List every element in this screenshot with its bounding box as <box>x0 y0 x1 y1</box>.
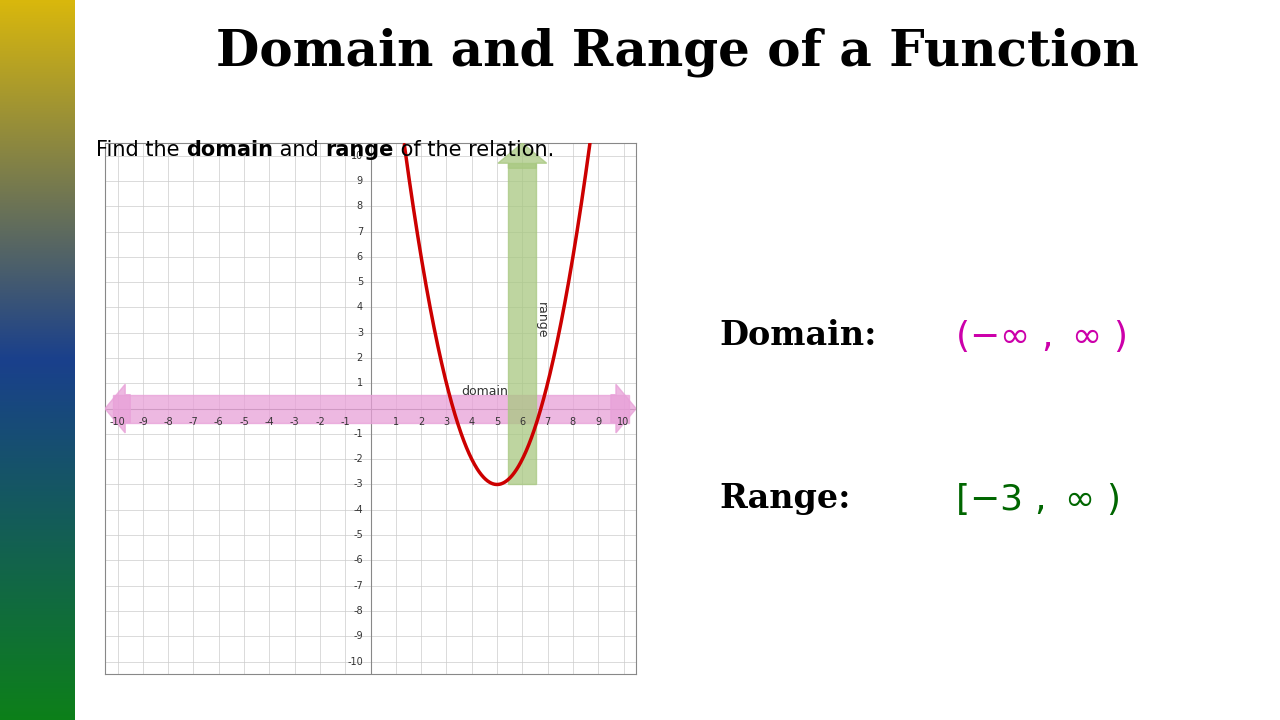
Text: -4: -4 <box>265 418 274 428</box>
Text: -9: -9 <box>353 631 364 642</box>
Text: 5: 5 <box>357 277 364 287</box>
Text: 9: 9 <box>595 418 602 428</box>
Text: range: range <box>325 140 394 161</box>
Text: -8: -8 <box>164 418 173 428</box>
Text: -5: -5 <box>239 418 248 428</box>
Bar <box>113 395 628 423</box>
Text: -8: -8 <box>353 606 364 616</box>
Text: 6: 6 <box>520 418 525 428</box>
Text: 7: 7 <box>544 418 550 428</box>
Text: 8: 8 <box>357 201 364 211</box>
Text: -6: -6 <box>214 418 224 428</box>
Text: -2: -2 <box>315 418 325 428</box>
Text: 1: 1 <box>357 378 364 388</box>
Text: -7: -7 <box>353 580 364 590</box>
Text: -9: -9 <box>138 418 147 428</box>
FancyArrow shape <box>611 384 636 433</box>
Text: -10: -10 <box>347 657 364 667</box>
Text: 2: 2 <box>357 353 364 363</box>
Text: Domain and Range of a Function: Domain and Range of a Function <box>216 27 1138 77</box>
Text: 2: 2 <box>419 418 424 428</box>
Text: 3: 3 <box>357 328 364 338</box>
Text: -7: -7 <box>188 418 198 428</box>
Text: -6: -6 <box>353 555 364 565</box>
Text: 5: 5 <box>494 418 500 428</box>
Bar <box>508 163 536 485</box>
Text: -3: -3 <box>289 418 300 428</box>
Text: 8: 8 <box>570 418 576 428</box>
Text: 6: 6 <box>357 252 364 262</box>
Text: domain: domain <box>461 385 508 398</box>
Text: range: range <box>535 302 548 338</box>
FancyArrow shape <box>105 384 131 433</box>
FancyArrow shape <box>498 143 547 168</box>
Text: -1: -1 <box>340 418 349 428</box>
Text: 1: 1 <box>393 418 399 428</box>
Text: Domain:: Domain: <box>719 319 877 352</box>
Text: $( -\infty\ ,\ \infty\ )$: $( -\infty\ ,\ \infty\ )$ <box>955 318 1126 354</box>
Text: 10: 10 <box>351 150 364 161</box>
Text: -10: -10 <box>110 418 125 428</box>
Text: -5: -5 <box>353 530 364 540</box>
Text: -1: -1 <box>353 429 364 439</box>
Text: domain: domain <box>186 140 273 161</box>
Text: -2: -2 <box>353 454 364 464</box>
Text: -3: -3 <box>353 480 364 490</box>
Text: $[ -3\ ,\ \infty\ )$: $[ -3\ ,\ \infty\ )$ <box>955 481 1119 517</box>
Text: Find the: Find the <box>96 140 186 161</box>
Text: 4: 4 <box>468 418 475 428</box>
Text: 3: 3 <box>443 418 449 428</box>
Text: -4: -4 <box>353 505 364 515</box>
Text: 9: 9 <box>357 176 364 186</box>
Text: Range:: Range: <box>719 482 851 516</box>
Text: 10: 10 <box>617 418 630 428</box>
Text: 4: 4 <box>357 302 364 312</box>
Text: 7: 7 <box>357 227 364 237</box>
Text: of the relation.: of the relation. <box>394 140 554 161</box>
Text: and: and <box>273 140 325 161</box>
